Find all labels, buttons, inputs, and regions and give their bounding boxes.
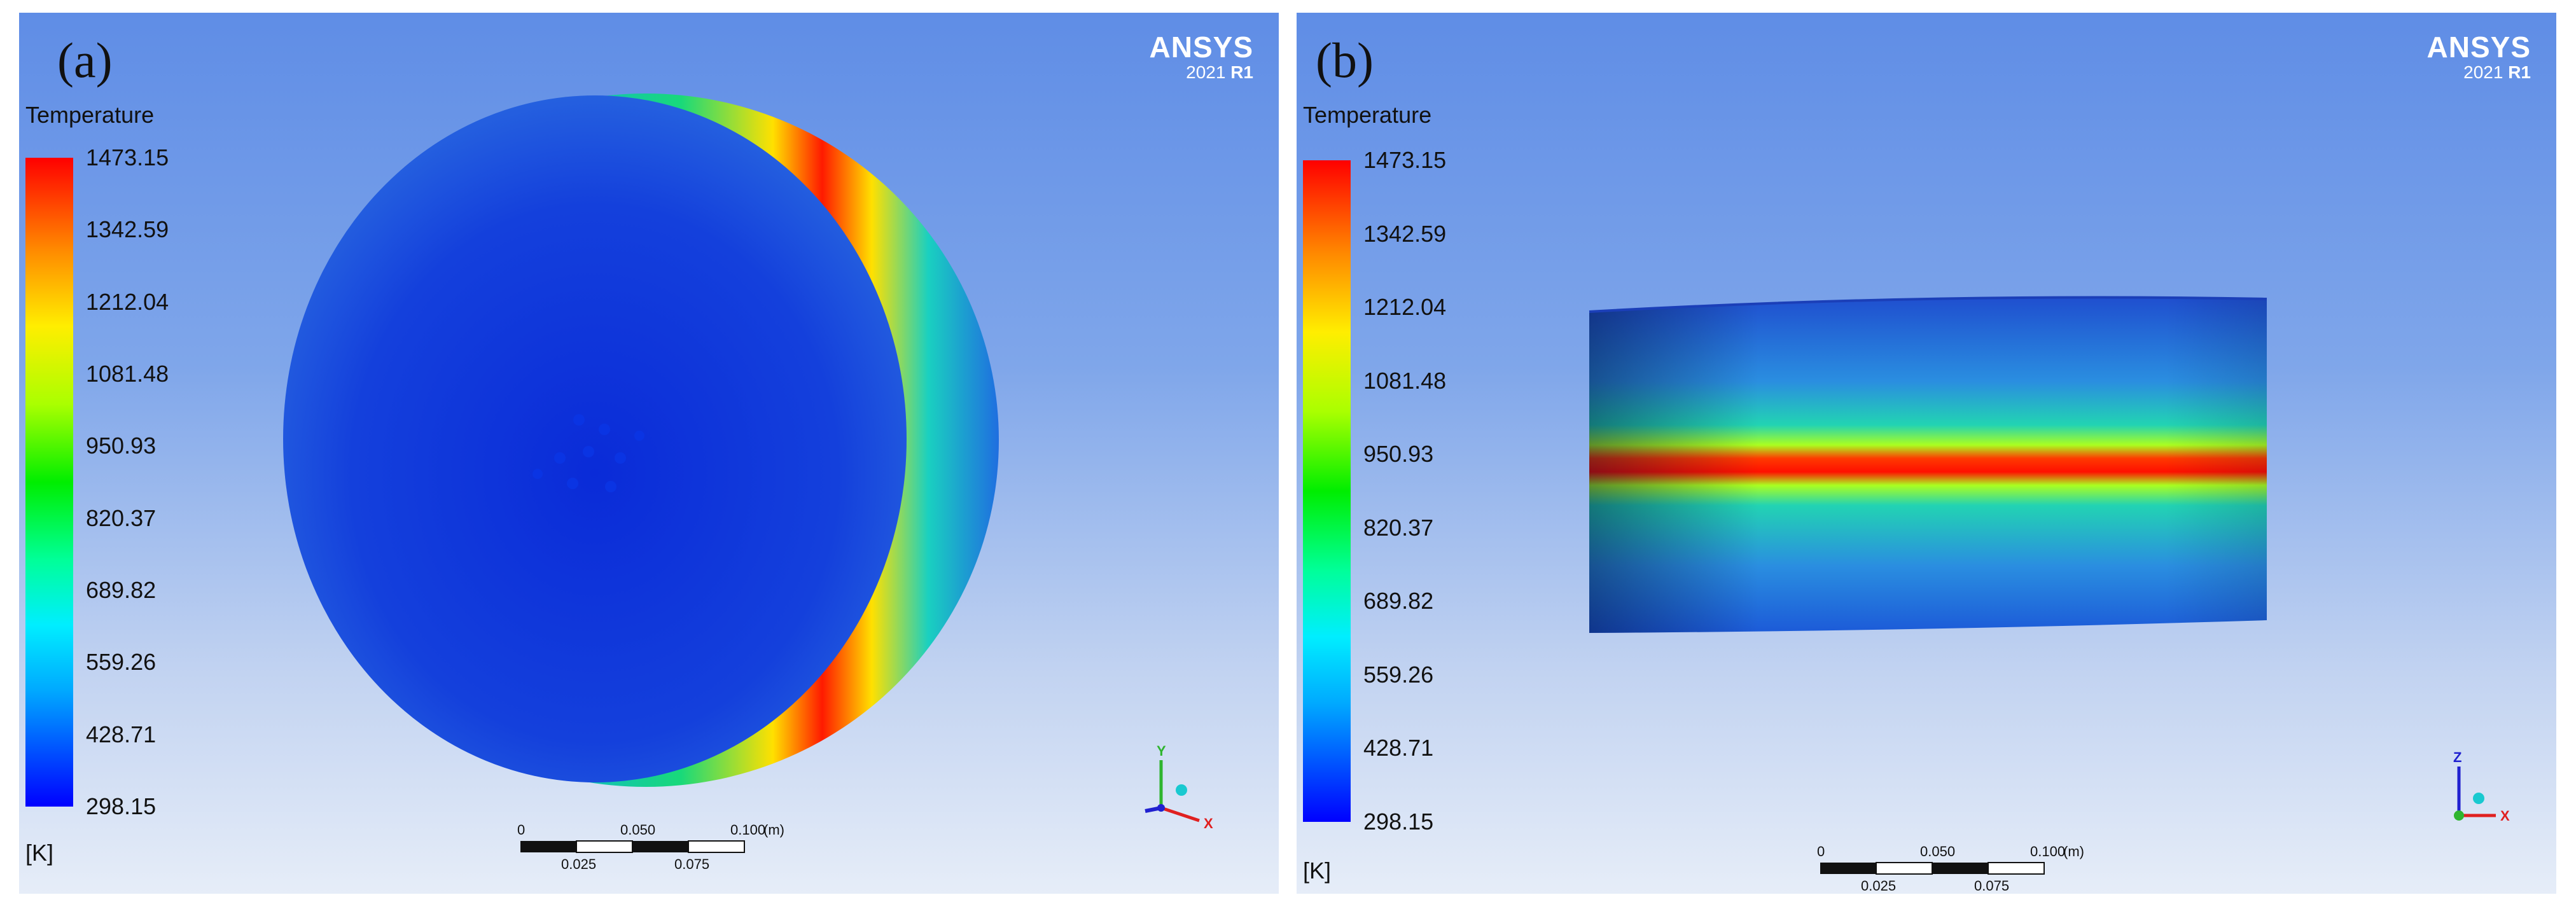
legend-tick: 1342.59 (86, 216, 169, 242)
scale-label: 0 (1817, 843, 1825, 859)
ansys-logo: ANSYS 2021 R1 (1150, 32, 1253, 83)
legend-tick: 1473.15 (1363, 147, 1447, 173)
panel-a: (a) ANSYS 2021 R1 Temperature 1473.15 13… (19, 13, 1279, 894)
legend-tick: 820.37 (86, 505, 157, 531)
legend-tick: 428.71 (86, 721, 157, 747)
scale-label: 0.050 (620, 822, 656, 838)
scale-label: 0.050 (1920, 843, 1956, 859)
scale-label: 0.025 (561, 856, 597, 872)
legend-tick: 559.26 (86, 649, 157, 675)
brand-year: 2021 (2463, 62, 2503, 82)
axis-label-z: Z (2453, 749, 2462, 765)
cylinder-top-view (283, 94, 1200, 853)
axis-label-x: X (2500, 808, 2510, 824)
legend-tick: 298.15 (86, 793, 157, 819)
brand-name: ANSYS (2426, 31, 2531, 64)
cylinder-top-edge (1589, 296, 2267, 313)
legend-tick: 689.82 (86, 577, 157, 603)
brand-name: ANSYS (1149, 31, 1253, 64)
scale-label: 0.025 (1861, 878, 1897, 894)
legend-tick: 1081.48 (1363, 368, 1447, 394)
legend-tick: 298.15 (1363, 808, 1434, 835)
legend-tick: 1473.15 (86, 144, 169, 170)
legend-tick: 559.26 (1363, 662, 1434, 688)
hole-pattern (533, 414, 644, 492)
panel-label: (a) (57, 32, 113, 88)
legend-title: Temperature (1303, 102, 1432, 128)
axis-label-y: Y (1157, 743, 1166, 759)
scale-label: 0.075 (674, 856, 710, 872)
cylinder-face (283, 95, 907, 782)
axis-triad (2454, 767, 2496, 821)
scale-bar (1820, 862, 2045, 875)
legend-tick: 950.93 (1363, 441, 1434, 467)
cylinder-side-view (1589, 296, 2496, 875)
panel-label: (b) (1316, 32, 1374, 88)
brand-year: 2021 (1186, 62, 1226, 82)
legend-unit: [K] (1303, 857, 1332, 884)
panel-b: (b) ANSYS 2021 R1 Temperature 1473.15 13… (1297, 13, 2556, 894)
scale-label: 0.100 (730, 822, 766, 838)
legend-tick: 689.82 (1363, 588, 1434, 614)
ansys-logo: ANSYS 2021 R1 (2427, 32, 2531, 83)
axis-label-x: X (1204, 815, 1213, 831)
scale-unit: (m) (2063, 843, 2084, 859)
brand-release: R1 (2508, 62, 2531, 82)
scale-label: 0 (517, 822, 526, 838)
legend-tick: 1212.04 (86, 289, 169, 315)
legend-colorbar (1303, 160, 1351, 822)
legend-tick: 428.71 (1363, 735, 1434, 761)
scale-bar (520, 840, 745, 853)
scale-unit: (m) (763, 822, 784, 838)
legend-unit: [K] (25, 840, 54, 866)
legend-tick: 1212.04 (1363, 294, 1447, 320)
legend-tick: 1342.59 (1363, 221, 1447, 247)
scale-label: 0.100 (2030, 843, 2066, 859)
legend-title: Temperature (25, 102, 155, 128)
brand-release: R1 (1230, 62, 1253, 82)
legend-tick: 950.93 (86, 433, 157, 459)
legend-tick: 1081.48 (86, 361, 169, 387)
legend-colorbar (25, 158, 73, 807)
scale-label: 0.075 (1974, 878, 2010, 894)
legend-tick: 820.37 (1363, 515, 1434, 541)
cylinder-shade (1589, 297, 2267, 633)
axis-triad (1145, 760, 1200, 822)
